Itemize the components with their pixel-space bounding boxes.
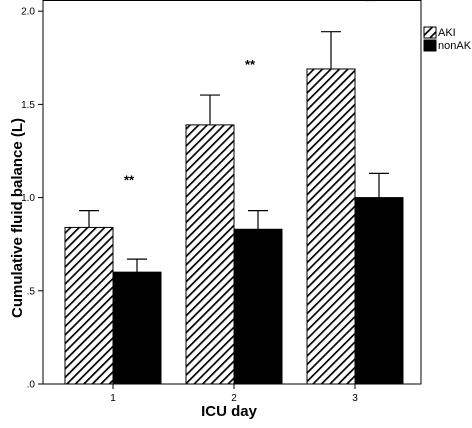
legend-label-aki: AKI — [438, 27, 456, 39]
error-bar — [369, 172, 389, 198]
y-tick-label: .0 — [27, 380, 36, 391]
y-tick-label: 2.0 — [21, 7, 35, 18]
legend-swatch-nonaki — [423, 39, 437, 52]
error-bar — [200, 94, 220, 125]
x-tick-label: 2 — [231, 393, 237, 404]
y-tick-label: 1.0 — [21, 193, 35, 204]
legend-item-nonaki: nonAKI — [423, 39, 472, 52]
error-bar — [248, 210, 268, 230]
significance-marker: ** — [245, 57, 256, 72]
x-tick-label: 1 — [110, 393, 116, 404]
error-bar — [79, 210, 99, 228]
x-axis: 1 2 3 — [110, 384, 358, 404]
x-tick-label: 3 — [352, 393, 358, 404]
y-axis: .0 .5 1.0 1.5 2.0 — [21, 7, 43, 391]
significance-annotations: ** ** ** — [124, 0, 377, 188]
bar-nonaki-day-3 — [354, 197, 404, 385]
legend-item-aki: AKI — [423, 26, 456, 39]
bar-aki-day-1 — [64, 226, 114, 385]
y-tick-label: 1.5 — [21, 100, 35, 111]
error-bar — [321, 31, 341, 69]
error-bar — [127, 258, 147, 273]
bar-aki-day-2 — [185, 124, 235, 385]
x-axis-title: ICU day — [201, 403, 258, 420]
y-tick-label: .5 — [27, 286, 36, 297]
legend-label-nonaki: nonAKI — [438, 40, 472, 52]
significance-marker: ** — [124, 173, 135, 188]
legend: AKI nonAKI — [423, 26, 472, 52]
y-axis-title: Cumulative fluid balance (L) — [9, 118, 26, 318]
bar-aki-day-3 — [306, 68, 356, 385]
bar-nonaki-day-2 — [233, 228, 283, 385]
bars — [64, 31, 404, 385]
bar-nonaki-day-1 — [112, 271, 162, 385]
legend-swatch-aki — [423, 26, 437, 39]
significance-marker: ** — [366, 0, 377, 9]
